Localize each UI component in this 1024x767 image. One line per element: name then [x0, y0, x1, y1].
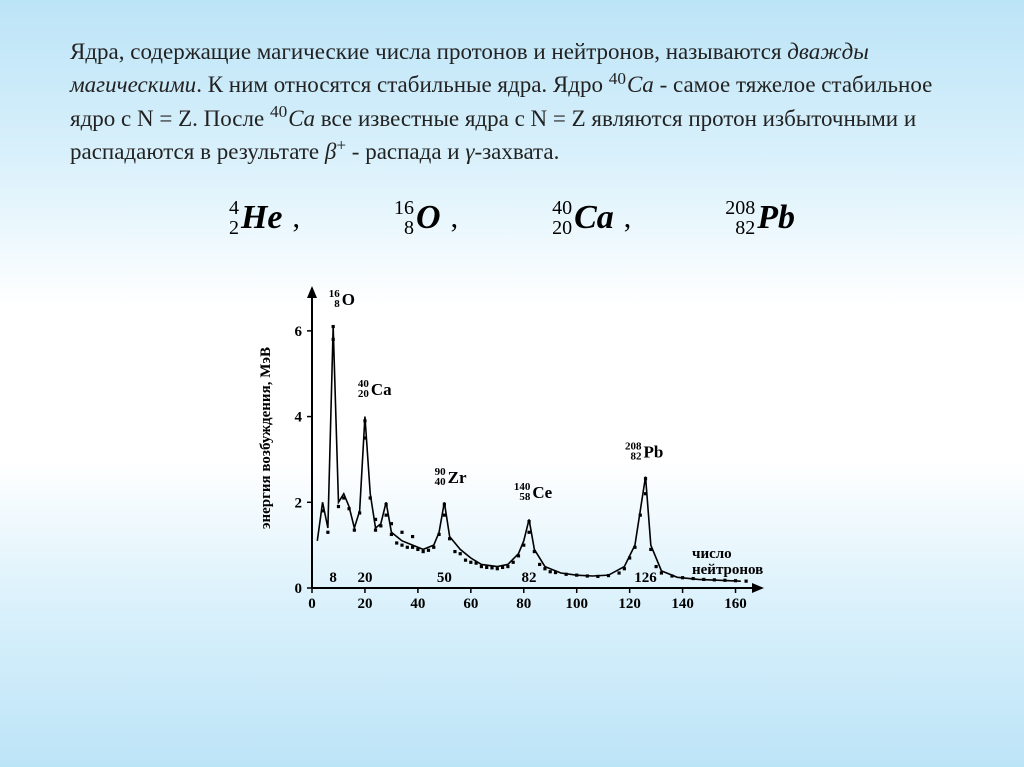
- svg-text:40: 40: [435, 476, 447, 488]
- svg-text:126: 126: [634, 570, 657, 586]
- svg-text:100: 100: [565, 596, 588, 612]
- paragraph: Ядра, содержащие магические числа протон…: [70, 35, 954, 168]
- plus-superscript: +: [336, 135, 346, 154]
- mass-number: 40: [552, 198, 572, 218]
- nuclide-ca: 4020Ca,: [552, 198, 631, 238]
- chart-container: 02460204060801001201401608205082126энерг…: [70, 268, 954, 633]
- mass-number: 208: [725, 198, 755, 218]
- para-text: - распада и: [346, 139, 465, 164]
- inline-nuclide: 40Ca: [609, 72, 654, 97]
- svg-text:160: 160: [724, 596, 747, 612]
- element-symbol: Ca: [574, 199, 614, 237]
- svg-text:8: 8: [334, 299, 340, 311]
- mass-number: 40: [270, 102, 287, 121]
- nuclide-list: 42He, 168O, 4020Ca, 20882Pb: [70, 198, 954, 238]
- svg-text:20: 20: [357, 596, 372, 612]
- svg-text:0: 0: [295, 581, 303, 597]
- para-text: . К ним относятся стабильные ядра. Ядро: [196, 72, 609, 97]
- svg-text:Ce: Ce: [532, 483, 552, 502]
- svg-text:энергия возбуждения, МэВ: энергия возбуждения, МэВ: [258, 347, 274, 529]
- separator: ,: [293, 201, 301, 235]
- svg-text:2: 2: [295, 496, 303, 512]
- mass-number: 4: [219, 198, 239, 218]
- mass-number: 16: [394, 198, 414, 218]
- svg-text:Pb: Pb: [644, 443, 664, 462]
- svg-text:20: 20: [358, 389, 370, 401]
- element-symbol: O: [416, 199, 441, 237]
- svg-text:20: 20: [357, 570, 372, 586]
- atomic-number: 82: [725, 218, 755, 238]
- slide-content: Ядра, содержащие магические числа протон…: [0, 0, 1024, 633]
- separator: ,: [624, 201, 632, 235]
- svg-text:80: 80: [516, 596, 531, 612]
- svg-text:58: 58: [519, 491, 531, 503]
- nuclide-pb: 20882Pb: [725, 198, 805, 238]
- element-symbol: He: [241, 199, 283, 237]
- svg-text:Zr: Zr: [448, 468, 467, 487]
- svg-text:6: 6: [295, 324, 303, 340]
- svg-text:60: 60: [463, 596, 478, 612]
- atomic-number: 2: [219, 218, 239, 238]
- element-symbol: Pb: [757, 199, 795, 237]
- para-text: Ядра, содержащие магические числа протон…: [70, 39, 787, 64]
- atomic-number: 8: [394, 218, 414, 238]
- svg-text:Ca: Ca: [371, 381, 392, 400]
- inline-nuclide: 40Ca: [270, 106, 315, 131]
- para-text: -захвата.: [474, 139, 559, 164]
- svg-text:O: O: [342, 291, 355, 310]
- nuclide-he: 42He,: [219, 198, 300, 238]
- nuclide-o: 168O,: [394, 198, 458, 238]
- element-symbol: Ca: [627, 72, 654, 97]
- beta-symbol: β: [325, 139, 336, 164]
- svg-text:50: 50: [437, 570, 452, 586]
- separator: ,: [451, 201, 459, 235]
- mass-number: 40: [609, 69, 626, 88]
- svg-text:82: 82: [522, 570, 537, 586]
- svg-text:140: 140: [671, 596, 694, 612]
- svg-text:4: 4: [295, 410, 303, 426]
- svg-text:82: 82: [631, 451, 643, 463]
- element-symbol: Ca: [288, 106, 315, 131]
- atomic-number: 20: [552, 218, 572, 238]
- svg-text:8: 8: [329, 570, 337, 586]
- svg-text:0: 0: [308, 596, 316, 612]
- svg-text:40: 40: [410, 596, 425, 612]
- svg-text:120: 120: [618, 596, 641, 612]
- excitation-energy-chart: 02460204060801001201401608205082126энерг…: [242, 268, 782, 628]
- svg-text:числонейтронов: числонейтронов: [692, 546, 763, 578]
